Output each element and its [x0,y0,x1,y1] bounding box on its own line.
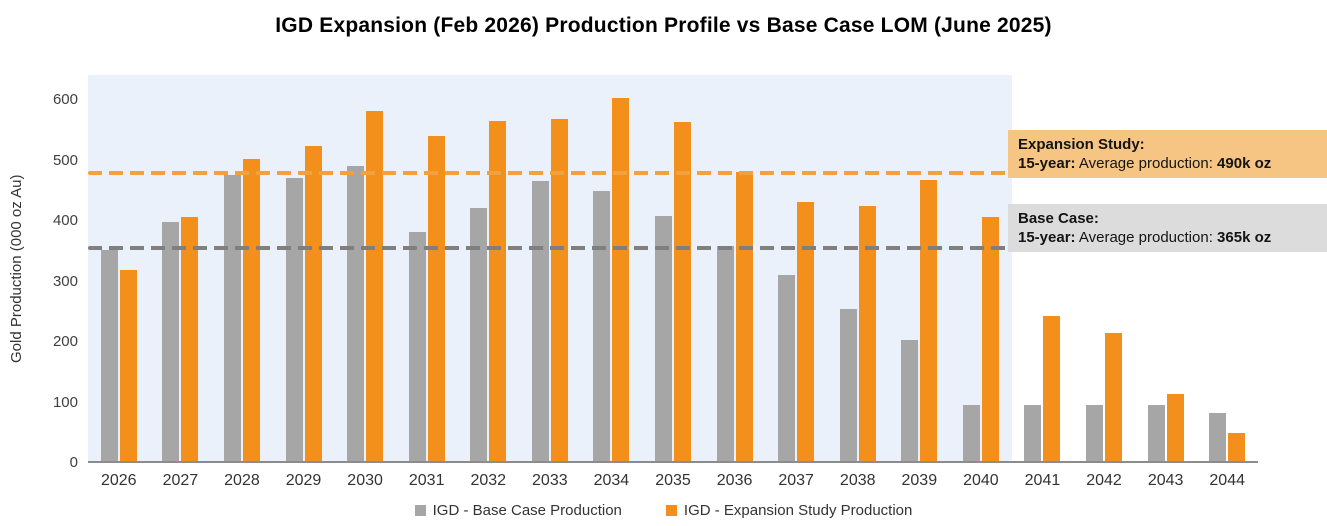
fifteen-year-shaded-region [88,75,1012,463]
legend-label-base: IGD - Base Case Production [432,502,622,519]
bar-expansion-2035 [674,122,691,461]
expansion-annotation-value: 490k oz [1217,155,1272,172]
bar-base-2027 [162,222,180,461]
x-tick-2033: 2033 [532,472,568,489]
base-annotation-heading: Base Case: [1018,209,1317,228]
legend-swatch-expansion [665,505,677,516]
base-annotation-heading-text: Base Case: [1018,210,1099,227]
bar-base-2026 [100,250,118,461]
x-tick-2037: 2037 [778,472,814,489]
bar-base-2038 [839,308,857,461]
bar-base-2028 [223,175,241,461]
x-tick-2039: 2039 [901,472,938,489]
y-tick-100: 100 [52,393,78,411]
chart-title: IGD Expansion (Feb 2026) Production Prof… [275,14,1052,37]
expansion-annotation-period: 15-year: [1018,155,1076,172]
bar-base-2031 [408,232,426,461]
bar-base-2037 [778,274,796,461]
y-tick-200: 200 [52,333,78,350]
y-axis-label: Gold Production (000 oz Au) [8,174,25,364]
bar-base-2032 [470,208,488,461]
bar-expansion-2030 [366,111,384,461]
expansion-average-line [88,170,1012,175]
bar-base-2044 [1209,412,1227,461]
x-tick-2035: 2035 [655,472,691,489]
legend-item-expansion: IGD - Expansion Study Production [665,502,913,519]
legend-label-expansion: IGD - Expansion Study Production [683,502,913,519]
bar-base-2040 [962,404,980,461]
legend: IGD - Base Case Production IGD - Expansio… [0,502,1327,519]
legend-swatch-base [414,505,426,516]
x-tick-2040: 2040 [963,472,999,489]
expansion-annotation-line: 15-year: Average production: 490k oz [1018,154,1317,173]
bar-expansion-2027 [181,217,199,461]
y-tick-600: 600 [52,91,78,108]
bar-base-2034 [593,190,611,461]
x-tick-2031: 2031 [408,472,445,489]
bar-base-2041 [1024,404,1042,461]
x-tick-2038: 2038 [839,472,876,489]
x-tick-2026: 2026 [100,472,137,489]
bar-expansion-2039 [920,179,938,461]
x-tick-2029: 2029 [285,472,322,489]
bar-expansion-2033 [550,119,568,461]
bar-expansion-2042 [1105,332,1123,461]
x-tick-2032: 2032 [470,472,507,489]
bar-expansion-2041 [1043,315,1061,461]
bar-base-2043 [1147,404,1165,461]
x-tick-2027: 2027 [162,472,199,489]
bar-expansion-2037 [797,202,815,461]
bar-expansion-2031 [427,135,445,461]
y-tick-500: 500 [52,151,78,169]
x-tick-2030: 2030 [347,472,383,489]
bar-expansion-2036 [735,171,753,461]
bar-expansion-2043 [1166,394,1184,461]
plot-area [88,75,1258,463]
x-tick-2036: 2036 [716,472,753,489]
bar-base-2036 [716,246,734,461]
bar-expansion-2028 [242,158,260,461]
bar-expansion-2026 [119,270,137,461]
y-tick-300: 300 [52,272,78,290]
expansion-annotation-text: Average production: [1075,155,1218,172]
x-tick-2044: 2044 [1209,472,1245,489]
bar-base-2042 [1086,404,1104,461]
bar-base-2033 [531,180,549,461]
bar-expansion-2032 [489,121,507,461]
base-annotation-value: 365k oz [1217,229,1272,246]
bar-base-2039 [901,340,919,461]
expansion-annotation-heading-text: Expansion Study: [1018,136,1145,153]
x-tick-2034: 2034 [593,472,630,489]
base-average-line [88,245,1012,250]
x-tick-2042: 2042 [1086,472,1122,489]
bar-expansion-2034 [612,98,630,461]
bar-base-2035 [655,215,672,461]
y-tick-0: 0 [69,454,78,471]
bar-base-2030 [347,165,365,461]
bar-expansion-2029 [304,146,322,461]
base-annotation-period: 15-year: [1018,229,1076,246]
expansion-annotation-heading: Expansion Study: [1018,135,1317,154]
bar-expansion-2040 [981,217,999,461]
base-case-annotation: Base Case: 15-year: Average production: … [1008,204,1327,252]
bar-expansion-2038 [858,205,876,461]
x-tick-2043: 2043 [1147,472,1184,489]
y-tick-400: 400 [52,212,78,229]
x-axis-line [88,461,1258,463]
expansion-study-annotation: Expansion Study: 15-year: Average produc… [1008,130,1327,178]
bar-expansion-2044 [1228,432,1246,461]
x-tick-2041: 2041 [1024,472,1061,489]
base-annotation-text: Average production: [1075,229,1218,246]
legend-item-base: IGD - Base Case Production [414,502,622,519]
base-annotation-line: 15-year: Average production: 365k oz [1018,228,1317,247]
x-tick-2028: 2028 [224,472,260,489]
bar-base-2029 [285,177,303,461]
